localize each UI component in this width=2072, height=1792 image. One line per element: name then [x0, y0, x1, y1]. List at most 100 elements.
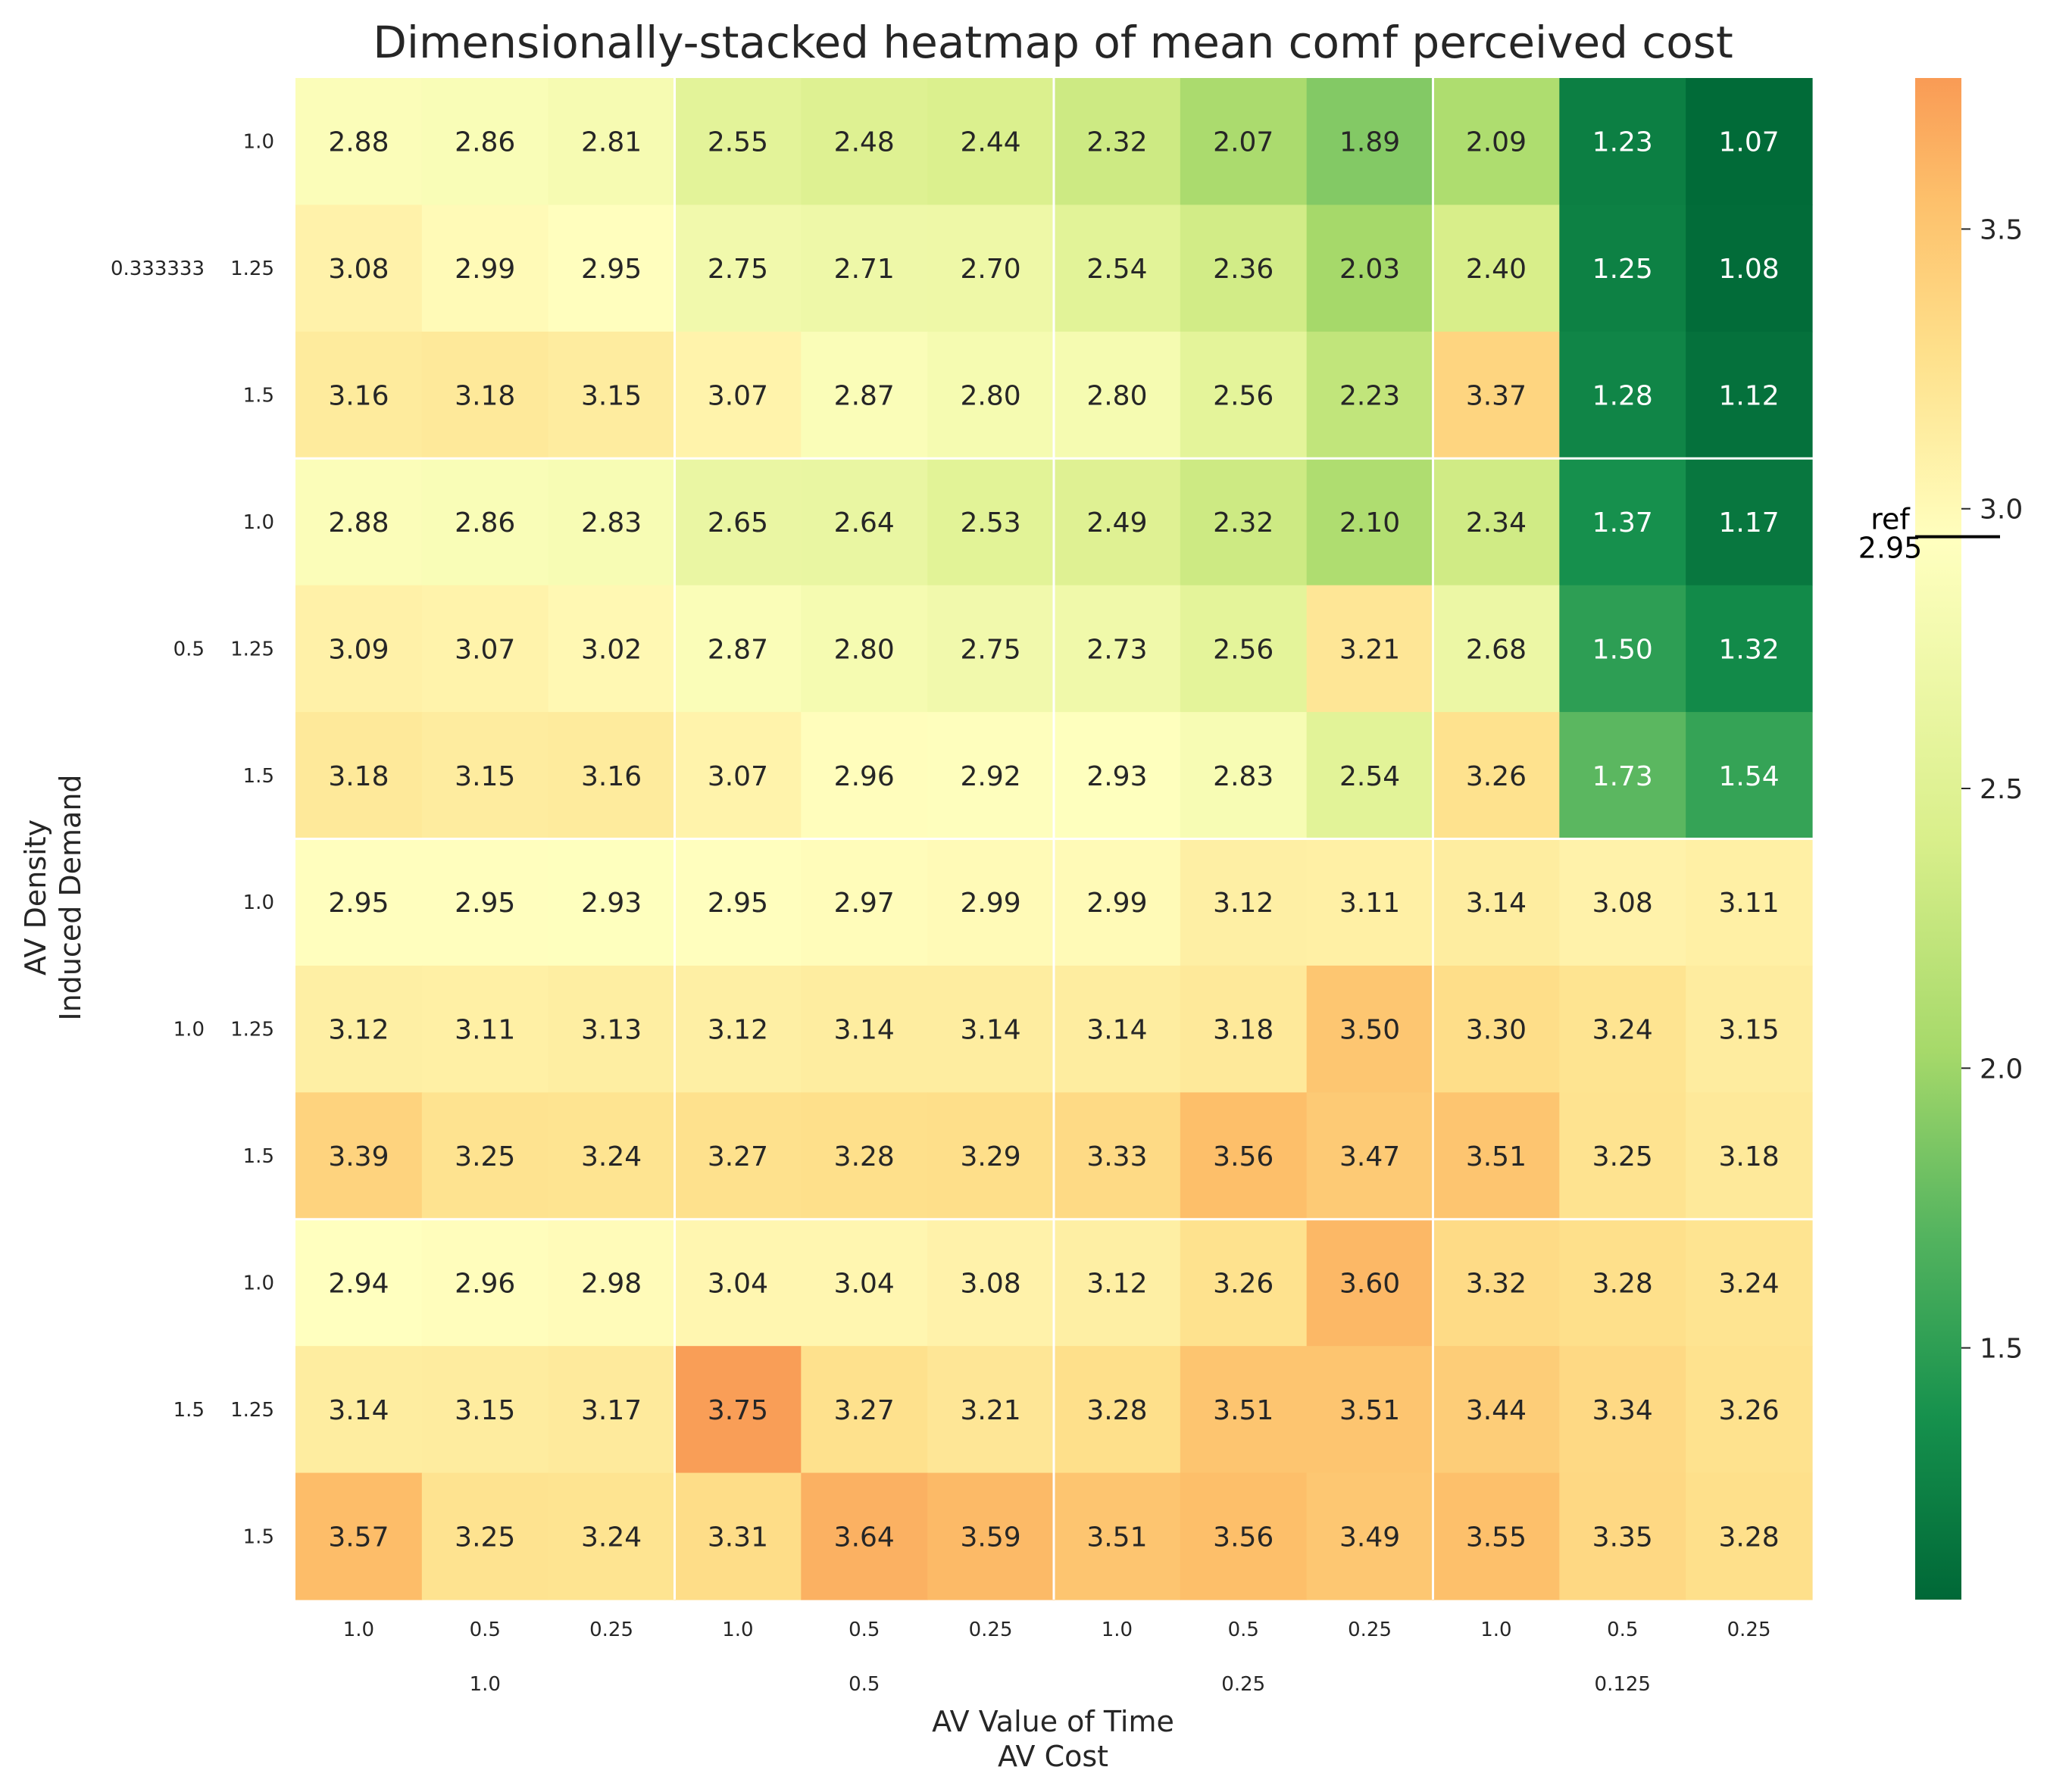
heatmap-cell — [674, 204, 802, 332]
heatmap-cell — [1180, 204, 1308, 332]
cell-value-label: 3.13 — [581, 1015, 642, 1046]
heatmap-cell — [1306, 78, 1434, 206]
heatmap-cell — [421, 204, 549, 332]
cell-value-label: 3.24 — [1719, 1268, 1780, 1299]
heatmap-cell — [295, 1092, 423, 1220]
heatmap-cell — [927, 458, 1055, 586]
cell-value-label: 1.08 — [1719, 254, 1780, 285]
cell-value-label: 3.34 — [1592, 1395, 1653, 1426]
cell-value-label: 3.51 — [1466, 1141, 1527, 1172]
heatmap-cell — [674, 965, 802, 1093]
heatmap-cell — [927, 712, 1055, 840]
cell-value-label: 1.32 — [1719, 634, 1780, 665]
heatmap-cell — [674, 712, 802, 840]
heatmap-cell — [927, 204, 1055, 332]
heatmap-cell — [1054, 838, 1181, 966]
heatmap-cell — [1180, 78, 1308, 206]
heatmap-cells — [295, 78, 1813, 1600]
cell-value-label: 3.56 — [1213, 1141, 1274, 1172]
heatmap-cell — [801, 1346, 928, 1474]
heatmap-cell — [1433, 204, 1560, 332]
cell-value-label: 3.12 — [708, 1015, 768, 1046]
y-inner-tick-labels: 1.0 1.25 1.5 1.0 1.25 1.5 1.0 1.25 1.5 1.0 1.25 1.5 — [230, 131, 274, 1549]
x-inner-tick-label: 0.25 — [1727, 1619, 1771, 1641]
colorbar-tick-label: 2.5 — [1980, 774, 2023, 805]
cell-value-label: 3.24 — [581, 1141, 642, 1172]
heatmap-cell — [295, 204, 423, 332]
cell-value-label: 2.09 — [1466, 127, 1527, 158]
reference-value-label: 2.95 — [1858, 532, 1923, 565]
heatmap-cell — [1180, 585, 1308, 713]
cell-value-label: 3.47 — [1339, 1141, 1400, 1172]
cell-value-label: 1.50 — [1592, 634, 1653, 665]
cell-value-label: 3.51 — [1213, 1395, 1274, 1426]
y-inner-tick-label: 1.0 — [243, 891, 274, 914]
heatmap-cell — [801, 331, 928, 459]
cell-value-label: 1.73 — [1592, 761, 1653, 792]
heatmap-cell — [1559, 1092, 1686, 1220]
heatmap-cell — [1180, 965, 1308, 1093]
cell-value-label: 1.25 — [1592, 254, 1653, 285]
cell-value-label: 1.17 — [1719, 507, 1780, 539]
cell-value-label: 2.87 — [834, 381, 895, 412]
heatmap-cell — [1306, 1472, 1434, 1600]
chart-title: Dimensionally-stacked heatmap of mean co… — [373, 17, 1733, 68]
cell-value-label: 3.25 — [1592, 1141, 1653, 1172]
x-inner-tick-label: 0.5 — [1607, 1619, 1638, 1641]
heatmap-cell — [1686, 1346, 1813, 1474]
cell-value-label: 3.18 — [1719, 1141, 1780, 1172]
cell-value-label: 2.93 — [1086, 761, 1147, 792]
heatmap-cell — [1180, 331, 1308, 459]
heatmap-cell — [1054, 78, 1181, 206]
heatmap-cell — [1306, 1092, 1434, 1220]
cell-value-label: 3.39 — [328, 1141, 389, 1172]
cell-value-label: 2.48 — [834, 127, 895, 158]
cell-value-label: 3.29 — [961, 1141, 1021, 1172]
cell-value-label: 3.14 — [1466, 888, 1527, 919]
cell-value-label: 3.08 — [1592, 888, 1653, 919]
x-inner-tick-label: 1.0 — [1102, 1619, 1133, 1641]
heatmap-cell — [1180, 1472, 1308, 1600]
heatmap-cell — [801, 712, 928, 840]
cell-value-label: 2.97 — [834, 888, 895, 919]
heatmap-cell — [1433, 1346, 1560, 1474]
cell-value-label: 3.07 — [455, 634, 515, 665]
cell-value-label: 3.09 — [328, 634, 389, 665]
cell-value-label: 3.27 — [834, 1395, 895, 1426]
cell-value-label: 3.15 — [1719, 1015, 1780, 1046]
heatmap-cell — [548, 1092, 676, 1220]
heatmap-cell — [1306, 965, 1434, 1093]
cell-value-label: 3.56 — [1213, 1522, 1274, 1553]
cell-value-label: 3.37 — [1466, 381, 1527, 412]
heatmap-cell — [1559, 458, 1686, 586]
heatmap-cell — [1686, 1219, 1813, 1347]
heatmap-cell — [1180, 458, 1308, 586]
heatmap-cell — [1054, 204, 1181, 332]
cell-value-label: 2.65 — [708, 507, 768, 539]
x-inner-tick-label: 0.5 — [470, 1619, 501, 1641]
cell-value-label: 2.40 — [1466, 254, 1527, 285]
cell-value-label: 1.37 — [1592, 507, 1653, 539]
heatmap-cell — [674, 331, 802, 459]
cell-value-label: 1.28 — [1592, 381, 1653, 412]
x-inner-tick-label: 1.0 — [1480, 1619, 1511, 1641]
heatmap-cell — [548, 331, 676, 459]
heatmap-cell — [295, 1219, 423, 1347]
cell-value-label: 3.17 — [581, 1395, 642, 1426]
cell-value-label: 2.83 — [1213, 761, 1274, 792]
heatmap-cell — [421, 838, 549, 966]
cell-value-label: 2.88 — [328, 127, 389, 158]
heatmap-cell — [674, 458, 802, 586]
heatmap-cell — [927, 1472, 1055, 1600]
cell-value-label: 2.80 — [1086, 381, 1147, 412]
heatmap-cell — [1306, 331, 1434, 459]
x-outer-tick-label: 0.25 — [1221, 1673, 1265, 1696]
heatmap-cell — [674, 1219, 802, 1347]
heatmap-cell — [1559, 78, 1686, 206]
cell-value-label: 3.14 — [961, 1015, 1021, 1046]
cell-value-label: 3.26 — [1213, 1268, 1274, 1299]
heatmap-cell — [1306, 1346, 1434, 1474]
group-separators — [295, 78, 1827, 1600]
cell-value-label: 2.80 — [961, 381, 1021, 412]
